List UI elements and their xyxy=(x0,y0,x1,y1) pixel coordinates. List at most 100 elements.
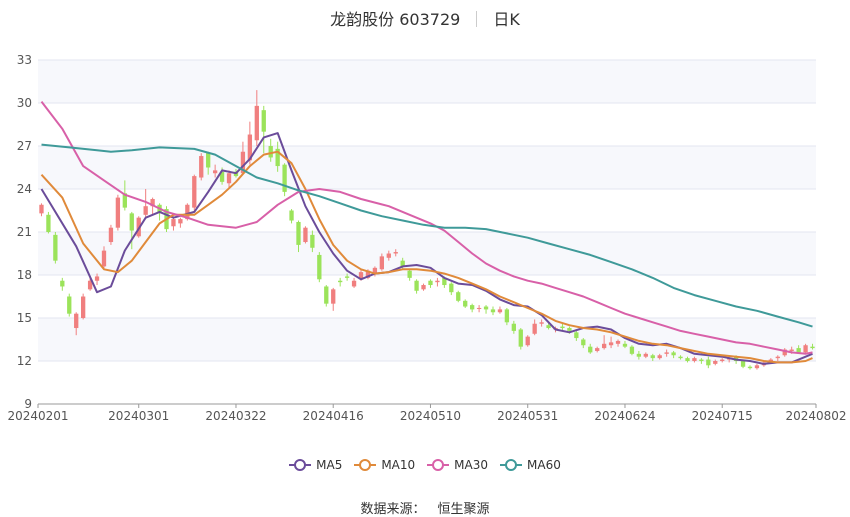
candle-body xyxy=(39,204,44,214)
legend-swatch-icon xyxy=(354,459,377,471)
candle-body xyxy=(60,280,65,287)
candle-body xyxy=(511,323,516,331)
legend-label: MA60 xyxy=(527,458,561,472)
candle-body xyxy=(115,197,121,228)
x-tick-label: 20240531 xyxy=(497,409,558,423)
candle-body xyxy=(303,227,308,243)
source-label: 数据来源： xyxy=(360,502,426,517)
candle-body xyxy=(810,346,815,349)
legend-item-ma30[interactable]: MA30 xyxy=(427,458,488,472)
candle-body xyxy=(275,148,280,167)
candle-body xyxy=(178,219,183,224)
candle-body xyxy=(393,252,398,254)
title-separator xyxy=(476,11,478,27)
x-tick-label: 20240201 xyxy=(7,409,68,423)
candle-body xyxy=(706,359,711,366)
chart-title: 龙韵股份 603729 日K xyxy=(0,6,850,30)
candle-body xyxy=(365,270,371,278)
candle-body xyxy=(803,345,808,353)
candle-body xyxy=(476,307,482,309)
x-tick-label: 20240510 xyxy=(400,409,461,423)
candle-body xyxy=(629,346,635,354)
candle-body xyxy=(601,343,607,349)
candle-body xyxy=(699,359,704,361)
x-tick-label: 20240624 xyxy=(594,409,655,423)
legend-swatch-icon xyxy=(500,459,523,471)
grid-band xyxy=(38,146,816,189)
candle-body xyxy=(282,164,287,192)
y-tick-label: 30 xyxy=(17,96,32,110)
candle-body xyxy=(678,356,683,359)
candle-body xyxy=(435,280,440,283)
candle-body xyxy=(469,305,475,310)
candle-body xyxy=(567,328,572,331)
candle-body xyxy=(685,358,690,361)
candle-body xyxy=(94,276,100,281)
candle-body xyxy=(539,322,544,324)
candle-body xyxy=(150,199,155,207)
candle-body xyxy=(775,356,780,359)
candle-body xyxy=(782,349,787,356)
candle-body xyxy=(143,206,148,215)
candle-body xyxy=(372,267,378,274)
candle-body xyxy=(289,210,294,221)
legend-item-ma10[interactable]: MA10 xyxy=(354,458,415,472)
candle-body xyxy=(720,359,725,361)
candle-body xyxy=(532,323,537,334)
legend-swatch-icon xyxy=(427,459,450,471)
candle-body xyxy=(122,193,127,208)
ma5-line xyxy=(40,132,813,365)
candle-body xyxy=(449,283,454,293)
candle-body xyxy=(331,289,336,304)
candle-body xyxy=(650,355,655,359)
candle-body xyxy=(400,260,405,267)
candle-body xyxy=(490,309,496,313)
y-tick-label: 24 xyxy=(17,182,32,196)
period-label[interactable]: 日K xyxy=(493,10,520,29)
candle-body xyxy=(608,342,614,346)
candle-body xyxy=(407,270,412,278)
candle-body xyxy=(206,153,211,168)
candle-body xyxy=(692,358,697,361)
candle-body xyxy=(546,325,551,329)
legend-label: MA30 xyxy=(454,458,489,472)
grid-band xyxy=(38,318,816,361)
candle-body xyxy=(622,343,628,347)
candle-body xyxy=(310,234,315,248)
candle-body xyxy=(574,332,579,339)
candle-body xyxy=(518,329,523,347)
x-tick-label: 20240301 xyxy=(108,409,169,423)
candle-body xyxy=(226,173,232,184)
y-tick-label: 18 xyxy=(17,268,32,282)
candle-body xyxy=(192,176,197,208)
y-tick-label: 21 xyxy=(17,225,32,239)
candle-body xyxy=(615,340,621,344)
candle-body xyxy=(254,105,259,141)
candle-body xyxy=(456,292,461,301)
candle-body xyxy=(53,234,58,261)
legend-item-ma60[interactable]: MA60 xyxy=(500,458,561,472)
candle-body xyxy=(747,366,753,369)
candle-body xyxy=(296,221,301,245)
candle-body xyxy=(87,280,93,290)
candle-body xyxy=(67,296,72,314)
candle-body xyxy=(463,300,468,307)
y-tick-label: 12 xyxy=(17,354,32,368)
candle-body xyxy=(219,171,225,182)
candle-body xyxy=(261,110,266,132)
candle-body xyxy=(525,336,530,346)
legend-label: MA5 xyxy=(316,458,343,472)
legend-item-ma5[interactable]: MA5 xyxy=(289,458,342,472)
candle-body xyxy=(171,219,176,227)
candle-body xyxy=(212,170,218,174)
candle-body xyxy=(240,151,246,174)
y-tick-label: 33 xyxy=(17,53,32,67)
ma30-line xyxy=(40,100,813,355)
source-value: 恒生聚源 xyxy=(437,502,490,517)
candle-body xyxy=(588,346,593,353)
candle-body xyxy=(46,214,51,232)
y-tick-label: 15 xyxy=(17,311,32,325)
candle-body xyxy=(713,361,718,364)
ma10-line xyxy=(40,150,813,364)
candle-body xyxy=(101,250,107,267)
